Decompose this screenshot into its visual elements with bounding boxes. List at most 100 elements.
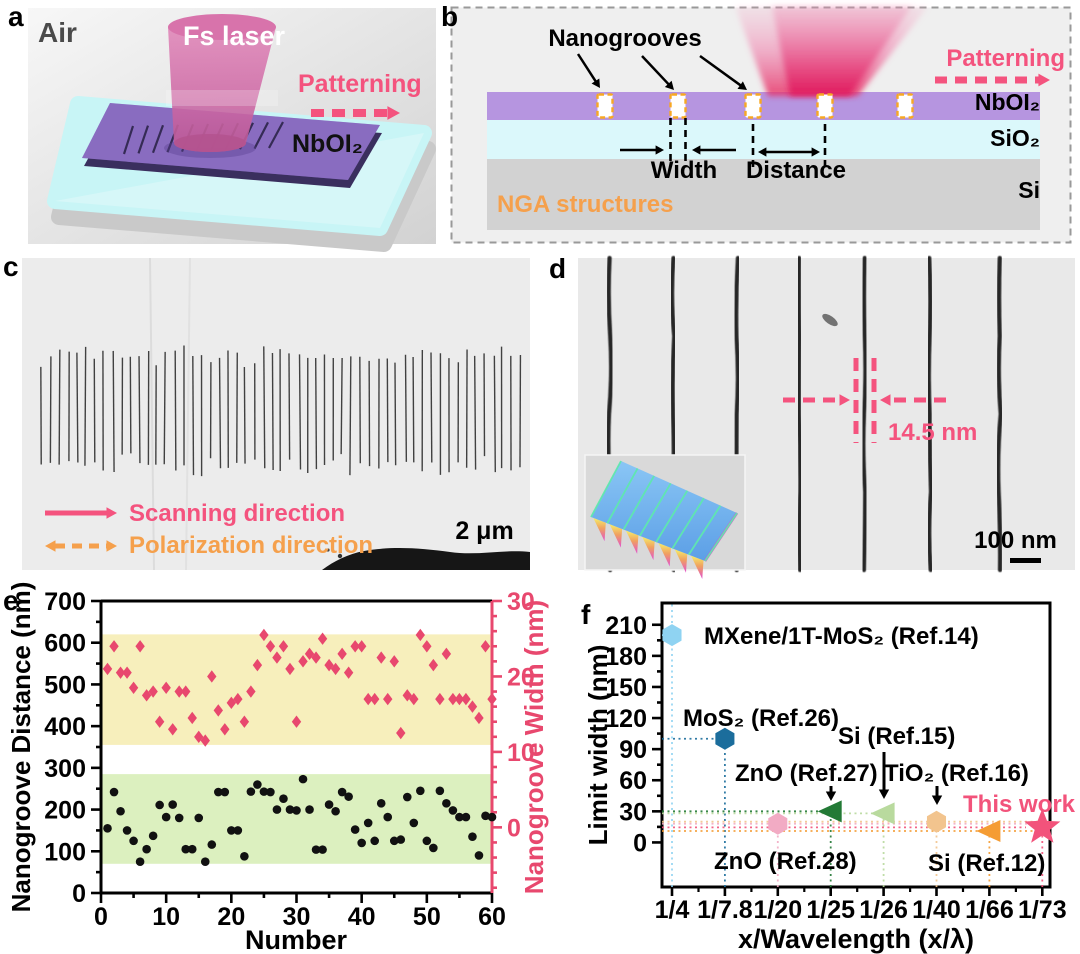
svg-text:Si (Ref.15): Si (Ref.15) — [838, 723, 955, 750]
nanogroove-line — [926, 255, 934, 573]
svg-text:20: 20 — [217, 903, 245, 931]
svg-text:600: 600 — [44, 630, 86, 658]
nga-structures-label: NGA structures — [497, 191, 674, 218]
svg-text:500: 500 — [44, 671, 86, 699]
panel-letter-c: c — [3, 251, 19, 282]
scanning-direction-label: Scanning direction — [129, 500, 346, 527]
svg-text:0: 0 — [633, 829, 647, 857]
svg-text:10: 10 — [507, 739, 535, 767]
zno27-pointer-arrow-icon — [825, 786, 837, 801]
scalebar-label-c: 2 μm — [455, 517, 514, 545]
measure-arrow-right-icon — [880, 394, 946, 406]
panel-letter-b: b — [441, 1, 459, 32]
svg-text:60: 60 — [619, 767, 647, 795]
nanogrooves-label: Nanogrooves — [548, 25, 702, 52]
patterning-label-a: Patterning — [298, 70, 422, 98]
svg-text:Limit width (nm): Limit width (nm) — [583, 645, 613, 846]
polarization-direction-arrow-icon — [45, 540, 117, 552]
polarization-direction-label: Polarization direction — [129, 532, 374, 559]
nanogroove-pointer-arrow-icon — [699, 54, 747, 90]
svg-text:200: 200 — [44, 797, 86, 825]
panel-b-schematic — [450, 6, 1072, 244]
panel-letter-f: f — [581, 599, 591, 630]
svg-text:Nanogroove Distance (nm): Nanogroove Distance (nm) — [6, 582, 36, 913]
fs-laser-label: Fs laser — [183, 21, 286, 51]
svg-text:30: 30 — [507, 588, 535, 616]
scalebar-d — [1010, 558, 1041, 563]
svg-text:x/Wavelength (x/λ): x/Wavelength (x/λ) — [738, 924, 974, 954]
nanogroove-line — [995, 255, 1003, 573]
svg-text:MoS₂ (Ref.26): MoS₂ (Ref.26) — [683, 705, 839, 732]
svg-text:1/25: 1/25 — [806, 896, 855, 924]
svg-text:300: 300 — [44, 755, 86, 783]
nanogroove-pointer-arrow-icon — [576, 53, 600, 88]
panel-letter-d: d — [549, 253, 567, 284]
scalebar-label-d: 100 nm — [974, 527, 1057, 554]
svg-text:Si (Ref.12): Si (Ref.12) — [928, 850, 1045, 877]
svg-text:120: 120 — [605, 705, 647, 733]
panel-d-sem-image — [578, 255, 1075, 580]
svg-text:10: 10 — [152, 903, 180, 931]
nanogroove-line — [796, 255, 803, 573]
sio2-layer-label: SiO₂ — [990, 125, 1040, 151]
nanogroove-marker — [744, 93, 762, 119]
svg-text:Number: Number — [245, 925, 348, 954]
flake-edge-blob — [322, 548, 530, 570]
svg-text:150: 150 — [605, 674, 647, 702]
svg-text:TiO₂ (Ref.16): TiO₂ (Ref.16) — [884, 760, 1029, 787]
measurement-label: 14.5 nm — [888, 419, 978, 446]
svg-text:1/7.8: 1/7.8 — [697, 896, 753, 924]
svg-text:1/26: 1/26 — [859, 896, 908, 924]
svg-text:700: 700 — [44, 588, 86, 616]
panel-letter-a: a — [8, 1, 24, 32]
svg-text:0: 0 — [94, 903, 108, 931]
si-layer-label: Si — [1018, 177, 1040, 203]
svg-text:40: 40 — [348, 903, 376, 931]
width-arrow-icon — [692, 145, 736, 155]
nanogroove-pointer-arrow-icon — [641, 55, 674, 90]
svg-text:0: 0 — [72, 880, 86, 908]
si15-pointer-arrow-icon — [878, 752, 890, 799]
svg-text:100: 100 — [44, 838, 86, 866]
nanogroove-line — [861, 255, 868, 573]
nanogroove-marker — [669, 93, 687, 119]
svg-text:20: 20 — [507, 663, 535, 691]
nboi2-label-a: NbOI₂ — [292, 130, 363, 158]
svg-text:This work: This work — [963, 791, 1076, 818]
svg-text:30: 30 — [283, 903, 311, 931]
svg-text:210: 210 — [605, 612, 647, 640]
scanning-direction-arrow-icon — [45, 507, 117, 519]
svg-text:ZnO (Ref.28): ZnO (Ref.28) — [714, 848, 857, 875]
svg-text:1/4: 1/4 — [655, 896, 690, 924]
svg-text:1/40: 1/40 — [912, 896, 961, 924]
svg-text:180: 180 — [605, 643, 647, 671]
air-label: Air — [38, 17, 77, 48]
patterning-arrow-b-icon — [935, 73, 1050, 87]
panel-a-illustration — [28, 8, 436, 252]
width-label: Width — [650, 157, 718, 184]
svg-text:60: 60 — [478, 903, 506, 931]
svg-text:30: 30 — [619, 798, 647, 826]
svg-text:1/20: 1/20 — [753, 896, 802, 924]
svg-text:0: 0 — [507, 814, 521, 842]
afm-inset — [584, 454, 746, 580]
svg-text:1/73: 1/73 — [1018, 896, 1067, 924]
measure-arrow-left-icon — [783, 394, 850, 406]
panel-c-sem-image — [22, 257, 530, 571]
svg-text:MXene/1T-MoS₂ (Ref.14): MXene/1T-MoS₂ (Ref.14) — [704, 623, 979, 650]
patterning-arrow-a-icon — [311, 106, 400, 120]
svg-text:ZnO (Ref.27): ZnO (Ref.27) — [735, 760, 878, 787]
nboi2-layer-label: NbOI₂ — [974, 89, 1040, 115]
width-arrow-icon — [620, 145, 664, 155]
patterning-label-b: Patterning — [946, 45, 1065, 72]
panel-letter-e: e — [3, 585, 19, 616]
svg-text:400: 400 — [44, 713, 86, 741]
distance-label: Distance — [745, 157, 847, 184]
nanogroove-marker — [816, 93, 834, 119]
svg-text:50: 50 — [413, 903, 441, 931]
svg-text:Nanogroove Width (nm): Nanogroove Width (nm) — [519, 600, 549, 894]
distance-arrow-icon — [758, 147, 820, 157]
